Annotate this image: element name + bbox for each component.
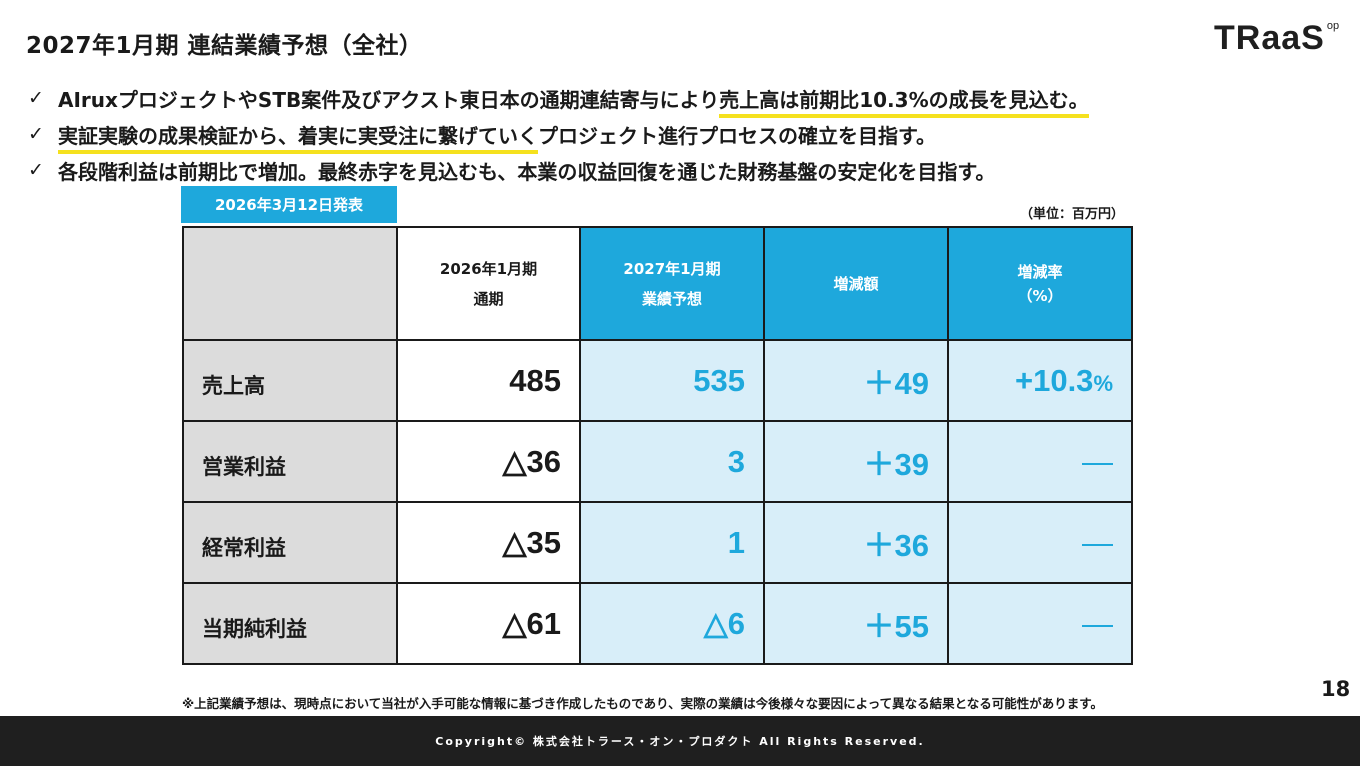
bullet-highlight: 売上高は前期比10.3%の成長を見込む。	[719, 84, 1090, 118]
page-title: 2027年1月期 連結業績予想（全社）	[26, 33, 423, 59]
bullet-item: ✓ AIruxプロジェクトやSTB案件及びアクスト東日本の通期連結寄与により 売上…	[28, 80, 1090, 118]
diff-value: ＋39	[763, 420, 949, 503]
table-row: 営業利益 △36 3 ＋39 —	[182, 420, 1133, 503]
table-row: 売上高 485 535 ＋49 +10.3%	[182, 339, 1133, 422]
check-icon: ✓	[28, 159, 44, 181]
header-line: （%）	[1017, 286, 1063, 305]
prev-value: △36	[396, 420, 581, 503]
rate-number: +10.3	[1014, 362, 1094, 398]
logo-superscript: op	[1326, 20, 1340, 32]
rate-value: —	[947, 582, 1133, 665]
rate-value: —	[947, 420, 1133, 503]
rate-number: —	[1082, 605, 1113, 641]
copyright-footer: Copyright© 株式会社トラース・オン・プロダクト All Rights …	[0, 716, 1360, 766]
bullet-highlight: 実証実験の成果検証から、着実に実受注に繋げていく	[58, 120, 538, 154]
unit-label: （単位：百万円）	[1020, 207, 1125, 222]
rate-number: —	[1082, 524, 1113, 560]
disclaimer-footnote: ※上記業績予想は、現時点において当社が入手可能な情報に基づき作成したものであり、…	[182, 696, 1104, 711]
forecast-value: △6	[579, 582, 765, 665]
prev-value: 485	[396, 339, 581, 422]
header-prev-period: 2026年1月期 通期	[396, 226, 581, 341]
header-rate: 増減率 （%）	[947, 226, 1133, 341]
logo-text: TRaaS	[1214, 19, 1325, 57]
row-label: 当期純利益	[182, 582, 398, 665]
header-line: 業績予想	[641, 289, 702, 308]
announcement-date-badge: 2026年3月12日発表	[181, 186, 397, 223]
prev-value: △35	[396, 501, 581, 584]
header-line: 2027年1月期	[623, 259, 721, 278]
rate-unit: %	[1093, 370, 1113, 396]
forecast-value: 3	[579, 420, 765, 503]
diff-value: ＋49	[763, 339, 949, 422]
header-line: 2026年1月期	[439, 259, 538, 278]
company-logo: TRaaS op	[1214, 18, 1339, 58]
prev-value: △61	[396, 582, 581, 665]
diff-value: ＋36	[763, 501, 949, 584]
header-empty-cell	[182, 226, 398, 341]
table-header-row: 2026年1月期 通期 2027年1月期 業績予想 増減額 増減率 （%）	[182, 226, 1133, 341]
bullet-text: AIruxプロジェクトやSTB案件及びアクスト東日本の通期連結寄与により	[58, 87, 720, 112]
header-forecast: 2027年1月期 業績予想	[579, 226, 765, 341]
summary-bullets: ✓ AIruxプロジェクトやSTB案件及びアクスト東日本の通期連結寄与により 売上…	[28, 80, 1090, 188]
forecast-table: 2026年1月期 通期 2027年1月期 業績予想 増減額 増減率 （%） 売上…	[182, 226, 1133, 665]
bullet-text: 各段階利益は前期比で増加。最終赤字を見込むも、本業の収益回復を通じた財務基盤の安…	[58, 159, 996, 184]
rate-value: —	[947, 501, 1133, 584]
header-diff: 増減額	[763, 226, 949, 341]
header-line: 通期	[473, 289, 504, 308]
header-line: 増減額	[833, 274, 879, 293]
forecast-value: 1	[579, 501, 765, 584]
table-row: 当期純利益 △61 △6 ＋55 —	[182, 582, 1133, 665]
row-label: 売上高	[182, 339, 398, 422]
bullet-text: プロジェクト進行プロセスの確立を目指す。	[538, 123, 936, 148]
check-icon: ✓	[28, 123, 44, 145]
rate-value: +10.3%	[947, 339, 1133, 422]
diff-value: ＋55	[763, 582, 949, 665]
check-icon: ✓	[28, 87, 44, 109]
row-label: 経常利益	[182, 501, 398, 584]
rate-number: —	[1082, 443, 1113, 479]
bullet-item: ✓ 各段階利益は前期比で増加。最終赤字を見込むも、本業の収益回復を通じた財務基盤…	[28, 152, 1089, 188]
header-line: 増減率	[1017, 262, 1063, 281]
table-row: 経常利益 △35 1 ＋36 —	[182, 501, 1133, 584]
forecast-value: 535	[579, 339, 765, 422]
page-number: 18	[1321, 677, 1351, 701]
bullet-item: ✓ 実証実験の成果検証から、着実に実受注に繋げていく プロジェクト進行プロセスの確…	[28, 116, 1089, 154]
row-label: 営業利益	[182, 420, 398, 503]
